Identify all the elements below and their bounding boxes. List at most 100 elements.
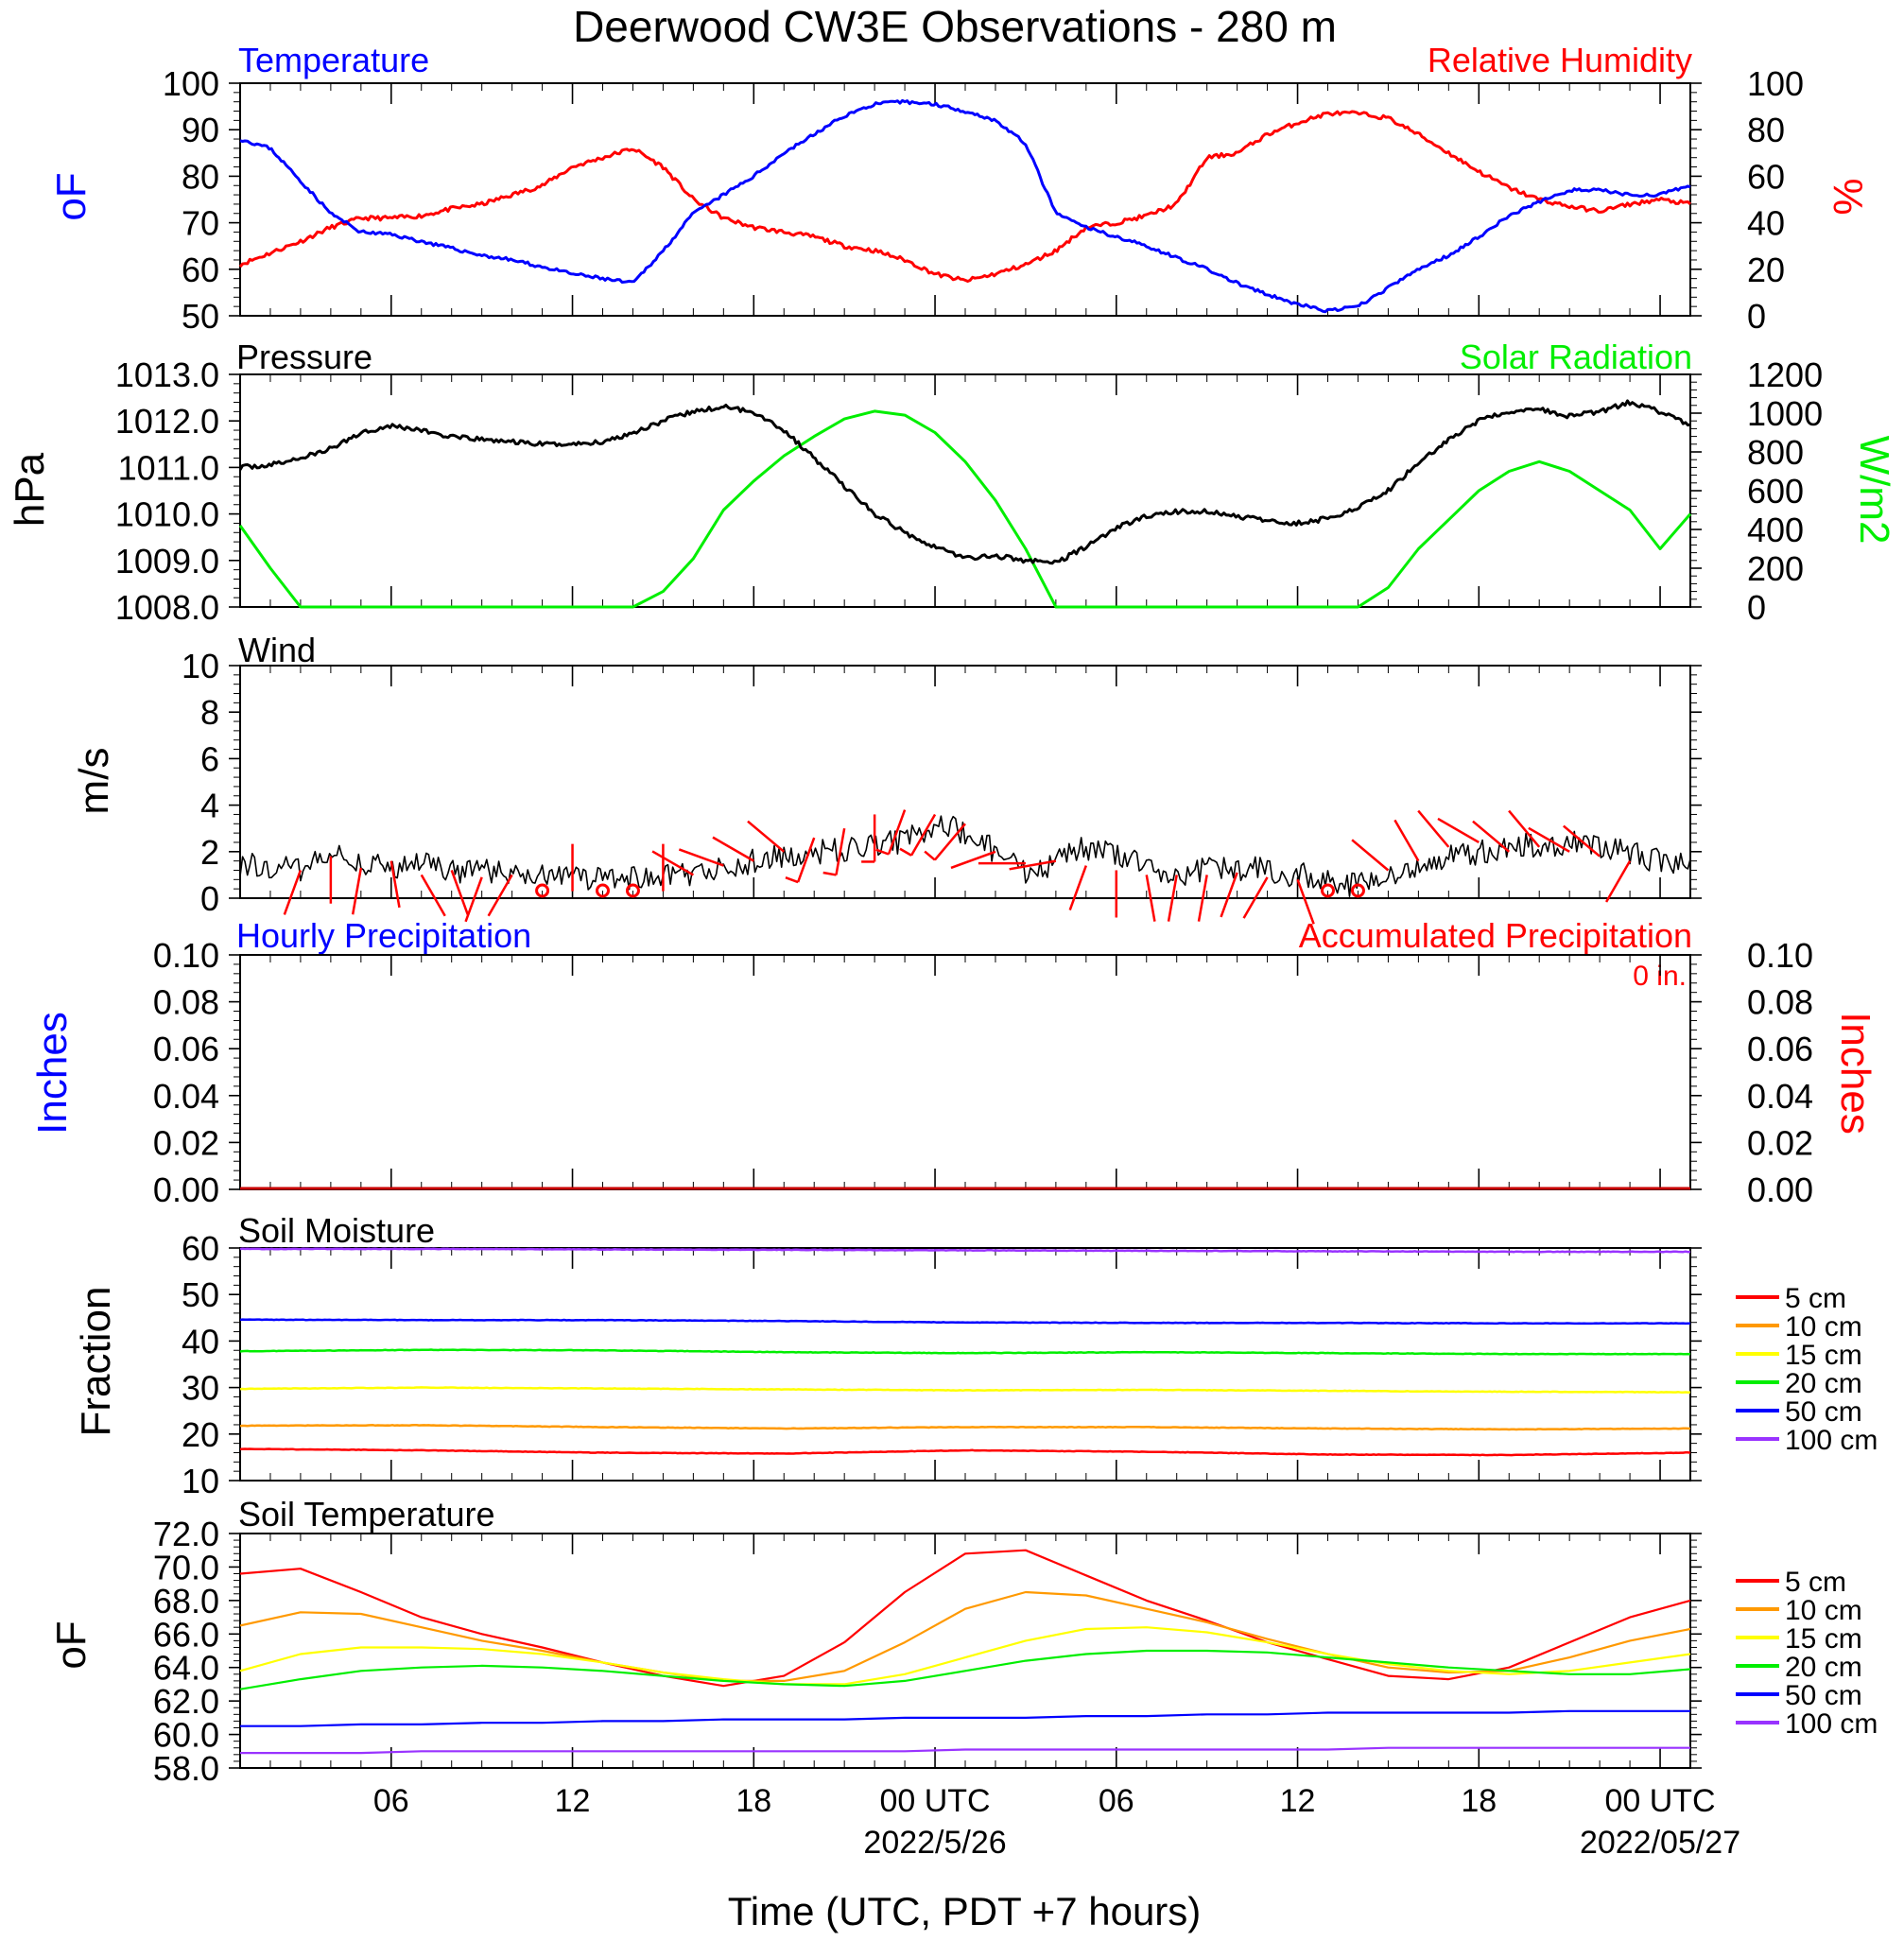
humidity-line [238,110,1692,283]
wind-barb [420,874,446,917]
wind-barb [712,836,754,862]
wind-plot: 0 2 4 6 8 10 [182,647,1702,925]
temperature-unit-label: oF [48,172,95,220]
temp-rh-y-tick-label-right: 40 [1747,204,1785,243]
soil-temp-line [239,1590,1691,1682]
temp-rh-y-tick-label-right: 80 [1747,111,1785,149]
time-tick-label: 18 [1461,1783,1497,1819]
hourly-precip-title: Hourly Precipitation [236,916,531,955]
accum-precip-unit-label: Inches [1832,1012,1878,1135]
wind-barb-flag [924,850,936,861]
wind-barb [1472,820,1511,853]
wind-barb [1220,872,1238,918]
soil-temp-unit-label: oF [48,1620,95,1669]
soil-temp-line [239,1549,1691,1688]
pressure-solar-y-tick-label-right: 400 [1747,511,1804,549]
wind-barb [1197,875,1208,922]
time-axis: 06 12 18 00 UTC 06 12 18 00 UTC 2022/5/26 2022/05… [373,1783,1740,1861]
temp-rh-y-tick-label-right: 0 [1747,297,1766,336]
soil-temp-legend-label: 5 cm [1785,1567,1846,1598]
wind-barb [1528,826,1570,853]
time-tick-label: 06 [1099,1783,1134,1819]
soil-temp-legend-label: 10 cm [1785,1595,1862,1626]
soil-moisture-line [239,1386,1691,1394]
wind-barb [1009,859,1057,871]
wind-barb [1145,875,1156,922]
temp-rh-y-tick-label: 50 [182,297,219,336]
soil-temp-legend-label: 20 cm [1785,1652,1862,1683]
soil-moisture-y-tick-label: 20 [182,1415,219,1454]
wind-barb-flag [875,848,890,856]
precip-plot: 0.00 0.02 0.04 0.06 0.08 0.10 0.00 0.02 0.04 0.06… [153,936,1813,1209]
soil-moisture-legend-label: 10 cm [1785,1311,1862,1343]
soil-moisture-line [239,1348,1691,1356]
soil-moisture-legend-label: 15 cm [1785,1340,1862,1371]
wind-barb [678,848,724,867]
hourly-precip-unit-label: Inches [29,1012,76,1135]
wind-barb [651,850,695,876]
wind-barb [933,823,966,861]
soil-temp-line [240,1746,1690,1755]
wind-y-tick-label: 4 [200,787,219,825]
humidity-title: Relative Humidity [1428,41,1692,79]
pressure-line [238,399,1691,565]
wind-unit-label: m/s [71,748,117,815]
wind-barb [1242,876,1269,919]
wind-barb-flag [899,847,912,857]
wind-barb [1351,839,1390,872]
wind-barb [950,850,996,870]
soil-temp-y-tick-label: 68.0 [153,1582,219,1620]
wind-y-tick-label: 0 [200,879,219,918]
pressure-solar-y-tick-label: 1011.0 [118,448,219,487]
pressure-solar-y-tick-label-right: 800 [1747,433,1804,472]
wind-y-tick-label: 2 [200,833,219,872]
soil-temp-y-tick-label: 66.0 [153,1615,219,1654]
temp-rh-y-tick-label: 100 [163,64,219,103]
soil-moisture-unit-label: Fraction [73,1287,119,1437]
soil-temp-y-tick-label: 62.0 [153,1682,219,1721]
wind-barb [747,820,786,853]
temp-rh-y-tick-label-right: 20 [1747,251,1785,289]
soil-moisture-y-tick-label: 60 [182,1229,219,1268]
time-tick-label: 12 [555,1783,591,1819]
soil-moisture-line [239,1447,1691,1457]
soil-temp-legend-label: 100 cm [1785,1708,1878,1740]
precip-y-tick-label: 0.04 [153,1077,219,1116]
time-date-label: 2022/05/27 [1580,1825,1740,1861]
accum-precip-title: Accumulated Precipitation [1299,916,1692,955]
soil-moisture-title: Soil Moisture [238,1211,435,1250]
wind-calm-marker [596,883,610,898]
temp-rh-y-tick-label: 80 [182,157,219,196]
pressure-solar-y-tick-label: 1013.0 [115,355,219,394]
wind-barb [835,827,846,875]
wind-calm-marker [535,883,550,898]
pressure-unit-label: hPa [7,452,53,527]
precip-y-tick-label-right: 0.08 [1747,983,1813,1022]
temp-rh-y-tick-label: 90 [182,111,219,149]
time-tick-label: 18 [736,1783,771,1819]
precip-y-tick-label-right: 0.00 [1747,1170,1813,1209]
pressure-title: Pressure [236,338,372,376]
pressure-solar-plot: 1008.0 1009.0 1010.0 1011.0 1012.0 1013.0 0200… [115,355,1823,627]
precip-y-tick-label-right: 0.02 [1747,1123,1813,1162]
soil-temp-y-tick-label: 72.0 [153,1515,219,1553]
wind-speed-line [239,815,1691,897]
wind-calm-marker [1350,883,1365,898]
soil-moisture-y-tick-label: 40 [182,1322,219,1360]
wind-y-tick-label: 8 [200,693,219,732]
precip-y-tick-label: 0.02 [153,1123,219,1162]
wind-barb [283,870,303,915]
temp-rh-y-tick-label-right: 60 [1747,157,1785,196]
wind-barb [1605,860,1632,903]
wind-barb [1393,819,1420,862]
wind-barb [1417,809,1450,848]
precip-y-tick-label: 0.06 [153,1030,219,1068]
time-date-label: 2022/5/26 [863,1825,1006,1861]
pressure-solar-y-tick-label: 1012.0 [115,402,219,441]
chart-title: Deerwood CW3E Observations - 280 m [573,2,1337,51]
wind-y-tick-label: 10 [182,647,219,685]
temp-rh-y-tick-label: 70 [182,204,219,243]
soil-moisture-plot: 10 20 30 40 50 60 [182,1229,1702,1500]
soil-temp-y-tick-label: 58.0 [153,1749,219,1788]
humidity-unit-label: % [1825,178,1871,215]
